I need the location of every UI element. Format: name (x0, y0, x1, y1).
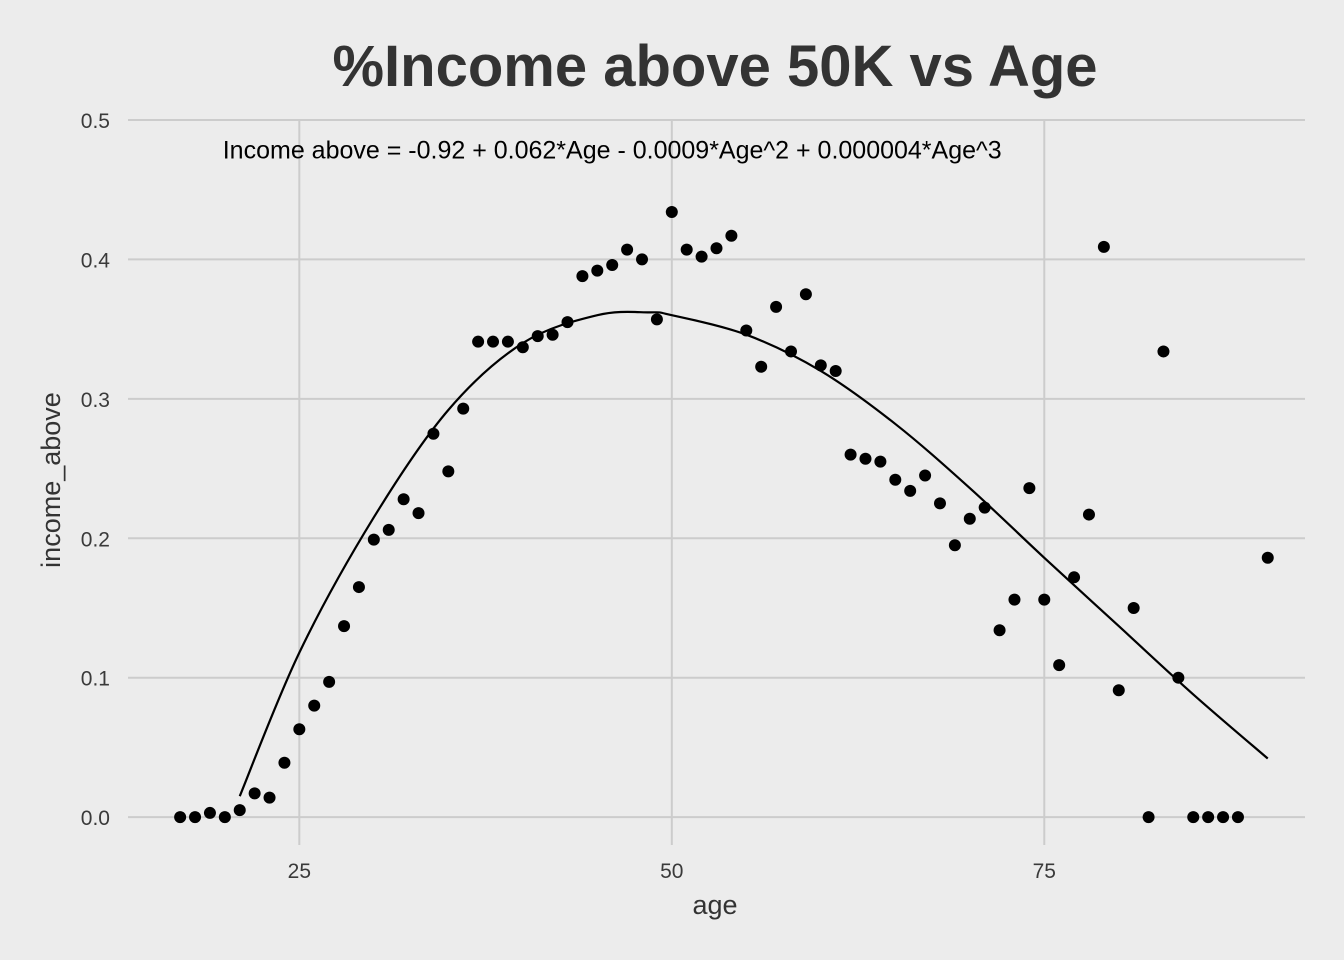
data-point (278, 756, 291, 769)
data-point (308, 699, 321, 712)
data-point (874, 455, 887, 468)
data-point (1023, 482, 1036, 495)
data-point (263, 791, 276, 804)
data-point (382, 523, 395, 536)
data-point (993, 624, 1006, 637)
data-point (531, 330, 544, 343)
data-point (755, 360, 768, 373)
data-point (933, 497, 946, 510)
x-axis-title: age (692, 890, 737, 920)
data-point (516, 341, 529, 354)
data-point (844, 448, 857, 461)
data-point (338, 620, 351, 633)
data-point (323, 675, 336, 688)
data-point (367, 533, 380, 546)
data-points (174, 206, 1274, 824)
data-point (1187, 811, 1200, 824)
data-point (1082, 508, 1095, 521)
data-point (621, 243, 634, 256)
equation-annotation: Income above = -0.92 + 0.062*Age - 0.000… (223, 137, 1002, 165)
data-point (293, 723, 306, 736)
data-point (1068, 571, 1081, 584)
data-point (1202, 811, 1215, 824)
y-tick-label: 0.2 (81, 528, 110, 551)
data-point (203, 806, 216, 819)
data-point (1231, 811, 1244, 824)
data-point (218, 811, 231, 824)
fit-curve (238, 310, 1269, 797)
y-tick-label: 0.1 (81, 668, 110, 691)
x-tick-label: 25 (288, 860, 311, 883)
data-point (636, 253, 649, 266)
data-point (1172, 671, 1185, 684)
data-point (904, 484, 917, 497)
data-point (412, 507, 425, 520)
data-point (501, 335, 514, 348)
data-point (859, 452, 872, 465)
data-point (1053, 659, 1066, 672)
chart-title: %Income above 50K vs Age (332, 34, 1097, 99)
data-point (695, 250, 708, 263)
data-point (397, 493, 410, 506)
data-point (352, 581, 365, 594)
y-tick-label: 0.0 (81, 807, 110, 830)
data-point (248, 787, 261, 800)
data-point (487, 335, 500, 348)
data-point (1008, 593, 1021, 606)
data-point (829, 364, 842, 377)
data-point (770, 300, 783, 313)
y-axis-title: income_above (36, 392, 66, 568)
data-point (784, 345, 797, 358)
data-point (740, 324, 753, 337)
data-point (233, 804, 246, 817)
data-point (650, 313, 663, 326)
data-point (546, 328, 559, 341)
y-tick-label: 0.5 (81, 110, 110, 133)
data-point (948, 539, 961, 552)
data-point (919, 469, 932, 482)
data-point (472, 335, 485, 348)
data-point (561, 316, 574, 329)
data-point (1217, 811, 1230, 824)
data-point (1127, 601, 1140, 614)
y-tick-label: 0.3 (81, 389, 110, 412)
tick-labels: 0.0 0.1 0.2 0.3 0.4 0.5 25 50 75 (81, 110, 1056, 883)
data-point (680, 243, 693, 256)
data-point (710, 242, 723, 255)
x-tick-label: 75 (1033, 860, 1056, 883)
data-point (189, 811, 202, 824)
data-point (1157, 345, 1170, 358)
data-point (665, 206, 678, 219)
data-point (457, 402, 470, 415)
data-point (1097, 240, 1110, 253)
data-point (576, 270, 589, 283)
data-point (889, 473, 902, 486)
data-point (814, 359, 827, 372)
data-point (442, 465, 455, 478)
data-point (978, 501, 991, 514)
data-point (1112, 684, 1125, 697)
data-point (606, 259, 619, 271)
data-point (1261, 551, 1274, 564)
data-point (1038, 593, 1051, 606)
data-point (174, 811, 187, 824)
data-point (963, 512, 976, 525)
y-tick-label: 0.4 (81, 249, 111, 272)
data-point (427, 427, 440, 440)
data-point (799, 288, 812, 301)
data-point (591, 264, 604, 277)
data-point (725, 229, 738, 242)
data-point (1142, 811, 1155, 824)
x-tick-label: 50 (660, 860, 683, 883)
